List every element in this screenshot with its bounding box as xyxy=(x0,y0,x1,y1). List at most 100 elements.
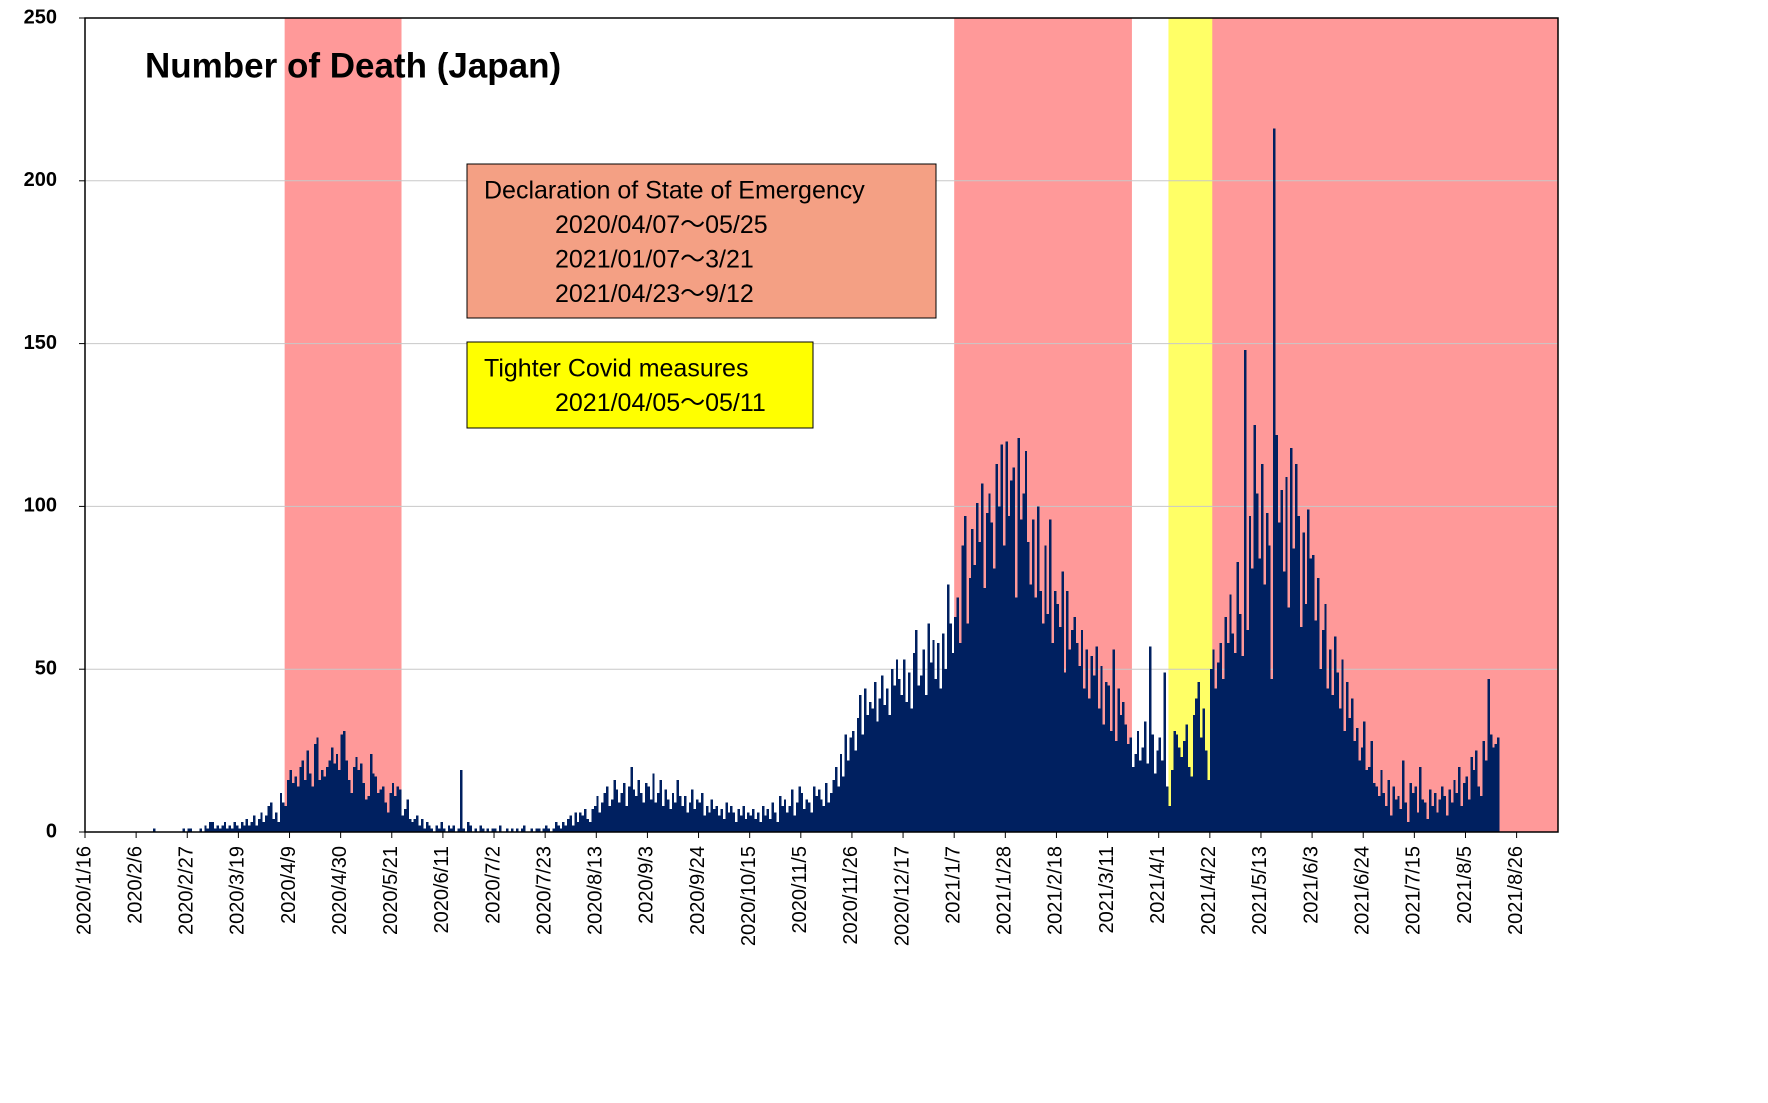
bar xyxy=(1385,805,1388,832)
bar xyxy=(1224,617,1227,832)
bar xyxy=(691,789,694,832)
bar xyxy=(856,718,860,832)
bar xyxy=(474,828,477,832)
bar xyxy=(1017,438,1020,832)
bar xyxy=(1465,776,1468,832)
bar xyxy=(1494,744,1498,832)
bar xyxy=(637,779,641,832)
bar xyxy=(1092,675,1096,832)
bar xyxy=(1214,688,1218,832)
bar xyxy=(1114,740,1118,832)
bar xyxy=(971,529,974,832)
bar xyxy=(153,828,156,832)
bar xyxy=(854,750,857,832)
bar xyxy=(1146,763,1149,832)
y-tick-label: 250 xyxy=(24,6,57,28)
bar xyxy=(766,809,770,832)
bar xyxy=(571,825,575,832)
x-tick-label: 2021/7/15 xyxy=(1403,846,1425,935)
bar xyxy=(1197,682,1201,832)
bar xyxy=(742,805,745,832)
bar xyxy=(1353,740,1356,832)
bar xyxy=(805,799,809,832)
bar xyxy=(1392,786,1395,832)
bar xyxy=(1331,695,1335,832)
bar xyxy=(1190,776,1193,832)
bar xyxy=(1012,467,1016,832)
bar xyxy=(601,802,604,832)
bar xyxy=(769,818,772,832)
x-tick-label: 2020/4/9 xyxy=(278,846,300,924)
bar xyxy=(1370,740,1373,832)
bar xyxy=(260,812,263,832)
bar xyxy=(1341,659,1344,832)
x-tick-label: 2020/2/6 xyxy=(124,846,146,924)
bar xyxy=(420,818,424,832)
y-tick-label: 50 xyxy=(35,657,57,679)
bar xyxy=(1202,708,1205,832)
bar xyxy=(988,493,991,832)
bar xyxy=(1192,714,1196,832)
bar xyxy=(1107,685,1111,832)
bar xyxy=(447,825,451,832)
bar xyxy=(937,643,940,832)
bar xyxy=(917,685,921,832)
bar xyxy=(243,825,246,832)
bar xyxy=(1253,425,1257,832)
bar xyxy=(1163,672,1167,832)
bar xyxy=(1428,789,1432,832)
bar xyxy=(1443,796,1447,832)
bar xyxy=(1219,643,1223,832)
bar xyxy=(1136,731,1140,832)
bar xyxy=(1304,604,1308,832)
bar xyxy=(1336,672,1339,832)
bar xyxy=(827,802,831,832)
bar xyxy=(1460,805,1464,832)
bar xyxy=(301,760,305,832)
bar xyxy=(1200,737,1203,832)
bar xyxy=(1180,757,1184,832)
bar xyxy=(1144,721,1147,832)
bar xyxy=(730,805,733,832)
bar xyxy=(581,815,585,832)
bar xyxy=(438,828,441,832)
bar xyxy=(377,792,380,832)
bar xyxy=(1141,747,1145,832)
bar xyxy=(725,802,728,832)
bar xyxy=(1475,750,1478,832)
bar xyxy=(1489,734,1493,832)
bar xyxy=(1343,731,1347,832)
x-tick-label: 2020/9/3 xyxy=(636,846,658,924)
bar xyxy=(328,760,331,832)
bar xyxy=(851,731,855,832)
bar xyxy=(442,828,446,832)
bar xyxy=(883,705,887,832)
bar xyxy=(640,792,643,832)
bar xyxy=(1236,561,1240,832)
bar xyxy=(1049,519,1052,832)
bar xyxy=(520,828,524,832)
bar xyxy=(308,773,312,832)
bar xyxy=(815,796,818,832)
bar xyxy=(764,815,767,832)
bar xyxy=(374,776,378,832)
bar xyxy=(895,659,899,832)
bar xyxy=(1278,522,1281,832)
bar xyxy=(1448,789,1451,832)
bar xyxy=(1287,607,1291,832)
bar xyxy=(934,678,938,832)
bar xyxy=(1204,750,1208,832)
bar xyxy=(756,812,760,832)
bar xyxy=(1470,757,1473,832)
bar xyxy=(362,783,365,832)
bar xyxy=(545,825,548,832)
bar xyxy=(1307,509,1310,832)
bar xyxy=(800,792,804,832)
bar xyxy=(615,789,619,832)
bar xyxy=(1265,512,1269,832)
bar xyxy=(893,685,896,832)
bar xyxy=(1187,766,1191,832)
bar xyxy=(995,464,999,832)
bar xyxy=(352,766,356,832)
